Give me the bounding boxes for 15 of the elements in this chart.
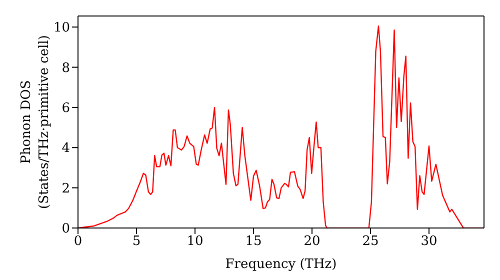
y-tick-label: 4 bbox=[62, 141, 70, 156]
x-tick-label: 20 bbox=[304, 234, 320, 250]
x-axis-title: Frequency (THz) bbox=[225, 257, 337, 272]
x-tick-label: 5 bbox=[132, 234, 141, 250]
y-tick-label: 2 bbox=[62, 181, 70, 196]
y-tick-label: 8 bbox=[62, 60, 70, 76]
y-axis-title: Phonon DOS (States/THz·primitive cell) bbox=[19, 34, 52, 210]
x-tick-label: 10 bbox=[186, 234, 204, 250]
y-tick-label: 10 bbox=[53, 20, 70, 36]
x-tick-label: 15 bbox=[245, 234, 262, 250]
x-tick-label: 0 bbox=[74, 234, 82, 250]
y-tick-label: 6 bbox=[62, 101, 70, 116]
x-tick-label: 25 bbox=[362, 234, 379, 250]
y-tick-label: 0 bbox=[62, 222, 70, 237]
x-tick-label: 30 bbox=[420, 234, 438, 250]
